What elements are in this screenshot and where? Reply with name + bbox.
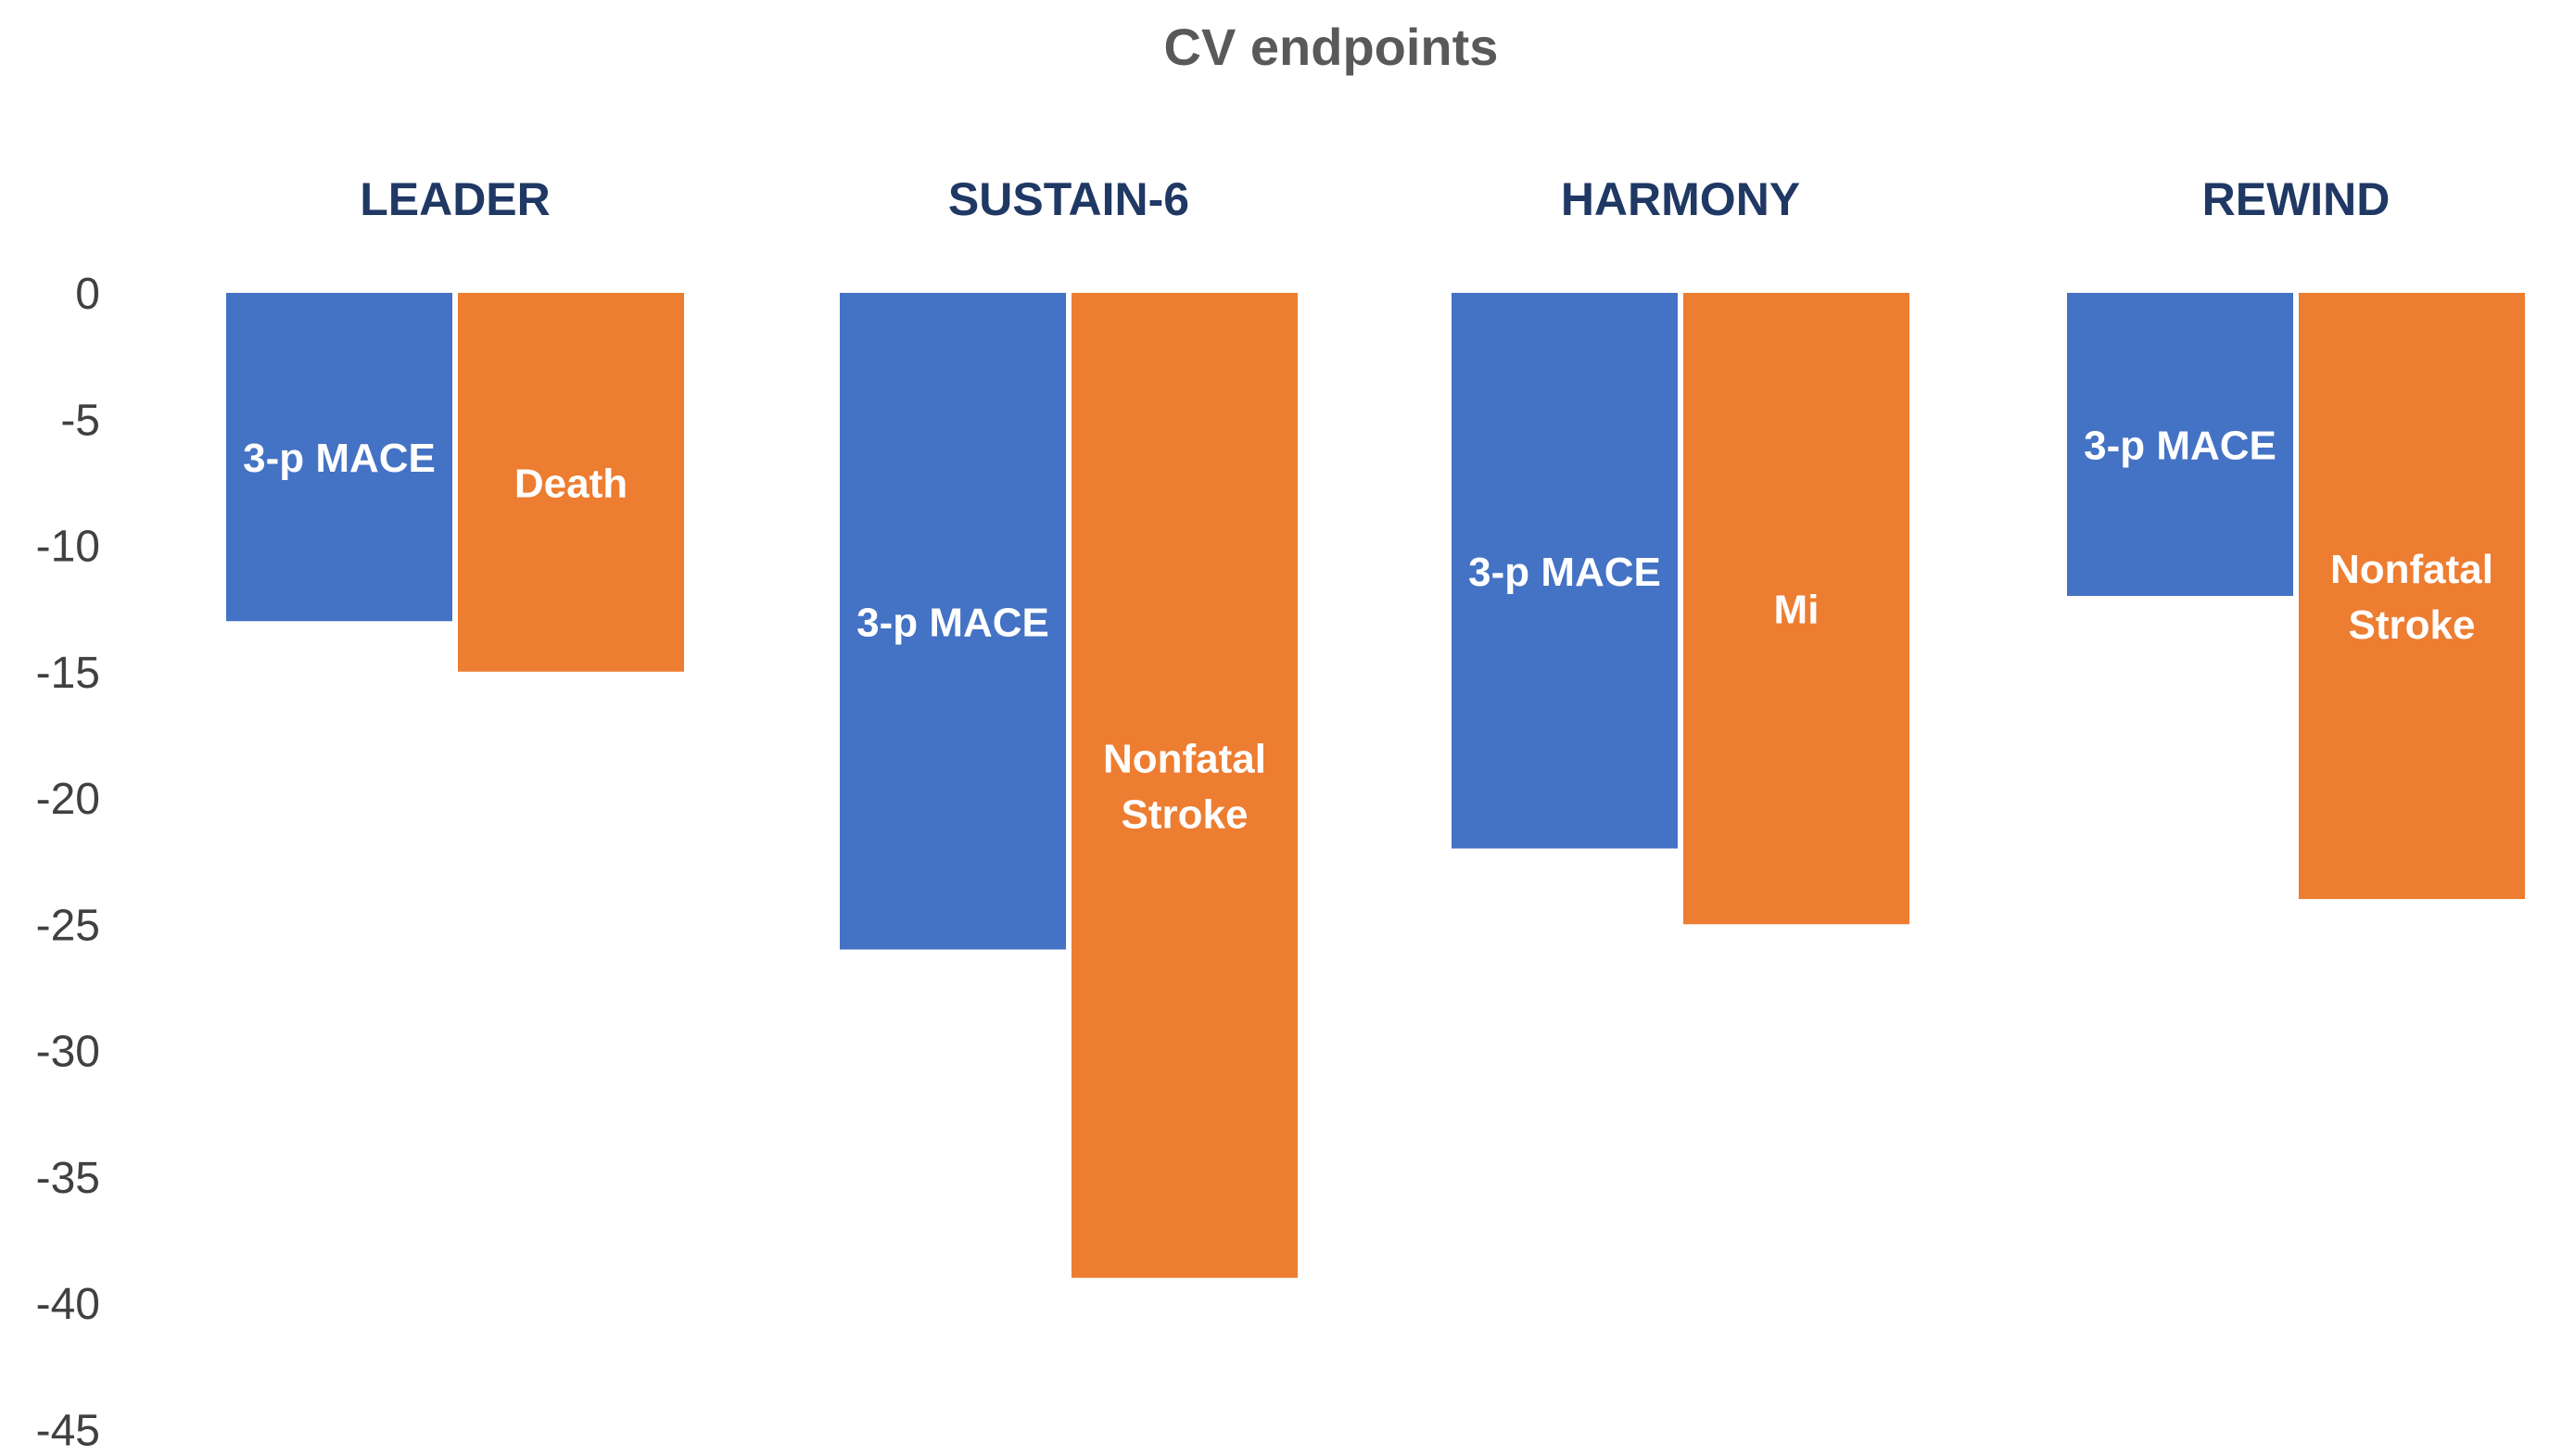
y-tick-label: -5 [60,396,100,445]
bar-data-label: Stroke [2349,602,2476,648]
y-tick-label: -20 [36,775,100,824]
bar-data-label: 3-p MACE [243,436,436,481]
group-label: SUSTAIN-6 [948,173,1189,225]
y-tick-label: -40 [36,1280,100,1329]
bar [840,293,1066,950]
y-axis: 0 -5 -10 -15 -20 -25 -30 -35 -40 -45 [36,270,100,1455]
y-tick-label: -45 [36,1406,100,1455]
bar [2299,293,2525,899]
y-tick-label: -15 [36,649,100,698]
bar-data-label: 3-p MACE [2084,424,2276,469]
bar [458,293,684,672]
bar [1452,293,1678,849]
group-label: HARMONY [1561,173,1800,225]
bar-data-label: Nonfatal [2330,547,2493,592]
bar-group-harmony: HARMONY 3-p MACE Mi [1452,173,1909,925]
y-tick-label: -30 [36,1028,100,1077]
bar-data-label: Mi [1774,588,1820,633]
y-tick-label: -10 [36,523,100,572]
bar [226,293,452,622]
chart-title: CV endpoints [1164,18,1499,76]
bar-data-label: Death [514,461,628,506]
bar-data-label: 3-p MACE [856,600,1049,645]
group-label: LEADER [360,173,551,225]
bar [1072,293,1298,1278]
bar-groups: LEADER 3-p MACE Death SUSTAIN-6 3-p MACE Nonf… [226,173,2525,1278]
bar [2067,293,2293,596]
y-tick-label: -35 [36,1154,100,1203]
bar-group-sustain-6: SUSTAIN-6 3-p MACE Nonfatal Stroke [840,173,1298,1278]
bar [1683,293,1909,925]
bar-data-label: Nonfatal [1103,736,1266,781]
bar-data-label: Stroke [1122,791,1249,837]
group-label: REWIND [2202,173,2390,225]
bar-group-rewind: REWIND 3-p MACE Nonfatal Stroke [2067,173,2525,899]
y-tick-label: 0 [75,270,100,319]
bar-data-label: 3-p MACE [1468,550,1661,595]
bar-group-leader: LEADER 3-p MACE Death [226,173,684,672]
y-tick-label: -25 [36,901,100,950]
